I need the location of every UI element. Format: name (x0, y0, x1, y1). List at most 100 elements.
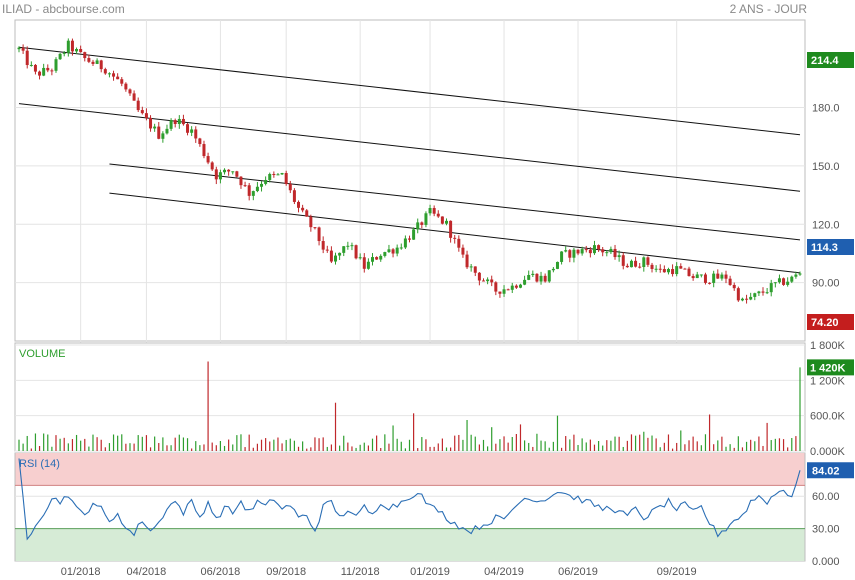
candle-body (551, 268, 555, 271)
candle-body (502, 289, 506, 294)
price-panel: 180.0 150.0 120.0 90.00 214.4 114.3 74.20 (14, 19, 854, 561)
rsi-oversold-zone (15, 528, 805, 561)
candle-body (321, 241, 325, 250)
candle-body (572, 249, 576, 258)
candle-body (83, 52, 87, 59)
candle-body (243, 185, 247, 187)
candle-body (42, 67, 46, 76)
candle-body (621, 255, 625, 266)
candle-body (444, 220, 448, 224)
candle-body (683, 268, 687, 270)
volume-tag-label: 1 420K (810, 362, 846, 374)
candle-body (210, 162, 214, 170)
candle-body (625, 265, 629, 268)
candle-body (140, 110, 144, 114)
candle-body (358, 257, 362, 259)
candle-body (740, 298, 744, 301)
candle-body (46, 67, 50, 71)
candle-body (691, 276, 695, 279)
candle-body (629, 260, 633, 268)
candle-body (87, 58, 91, 62)
candle-body (568, 250, 572, 258)
candle-body (518, 284, 522, 288)
candle-body (112, 73, 116, 77)
candle-body (440, 216, 444, 224)
price-tag-box (807, 314, 854, 330)
candle-body (194, 129, 198, 139)
candle-body (276, 174, 280, 176)
candle-body (50, 70, 54, 72)
trend-channel-line (18, 46, 801, 136)
x-tick-label: 01/2018 (61, 566, 101, 578)
candle-body (782, 278, 786, 285)
candle-body (62, 52, 66, 54)
candle-body (227, 169, 231, 172)
price-tick-label: 180.0 (812, 103, 840, 115)
candle-body (223, 169, 227, 173)
candle-body (576, 249, 580, 254)
x-tick-label: 04/2018 (127, 566, 167, 578)
candle-body (173, 120, 177, 124)
trend-channel-line (109, 163, 801, 241)
price-tag-box (807, 239, 854, 255)
price-tick-label: 150.0 (812, 161, 840, 173)
candle-body (128, 89, 132, 94)
volume-label: VOLUME (19, 348, 65, 360)
candle-body (379, 255, 383, 260)
candle-body (350, 245, 354, 247)
candle-body (671, 269, 675, 275)
candle-body (769, 283, 773, 293)
candle-body (592, 245, 596, 254)
candle-body (461, 247, 465, 255)
candle-body (646, 257, 650, 265)
candle-body (17, 47, 21, 50)
candle-body (716, 273, 720, 279)
chart-title: ILIAD - abcbourse.com (2, 2, 125, 16)
rsi-label: RSI (14) (19, 458, 60, 470)
candle-body (251, 191, 255, 196)
candle-body (95, 60, 99, 64)
chart-period: 2 ANS - JOUR (729, 2, 807, 16)
candle-body (428, 208, 432, 214)
candle-body (642, 257, 646, 268)
x-tick-label: 11/2018 (341, 566, 380, 578)
candle-body (424, 213, 428, 225)
rsi-tick-label: 0.000 (812, 556, 840, 568)
price-tick-label: 90.00 (812, 278, 840, 290)
candle-body (773, 282, 777, 284)
candle-body (301, 207, 305, 211)
candle-body (325, 249, 329, 251)
candle-body (29, 64, 33, 66)
candle-body (120, 79, 124, 84)
candle-body (794, 274, 798, 277)
candle-body (494, 282, 498, 292)
volume-tick-label: 0.000K (810, 446, 846, 458)
candle-body (202, 144, 206, 157)
candle-body (555, 261, 559, 269)
x-tick-label: 01/2019 (410, 566, 450, 578)
candle-body (786, 281, 790, 285)
candle-body (712, 273, 716, 283)
candle-body (634, 260, 638, 267)
candle-body (753, 293, 757, 297)
candle-body (371, 257, 375, 262)
candle-body (375, 257, 379, 260)
candle-body (675, 266, 679, 275)
candle-body (732, 284, 736, 289)
candle-body (366, 261, 370, 269)
candle-body (650, 264, 654, 269)
candle-body (560, 251, 564, 262)
candle-body (757, 291, 761, 294)
candle-body (708, 282, 712, 284)
candle-body (609, 248, 613, 253)
candle-body (490, 279, 494, 283)
candle-body (535, 273, 539, 282)
candle-body (543, 275, 547, 282)
candle-body (584, 249, 588, 251)
candle-body (728, 278, 732, 285)
candle-body (153, 126, 157, 129)
candle-body (469, 266, 473, 268)
candle-body (749, 296, 753, 300)
candle-body (334, 255, 338, 262)
